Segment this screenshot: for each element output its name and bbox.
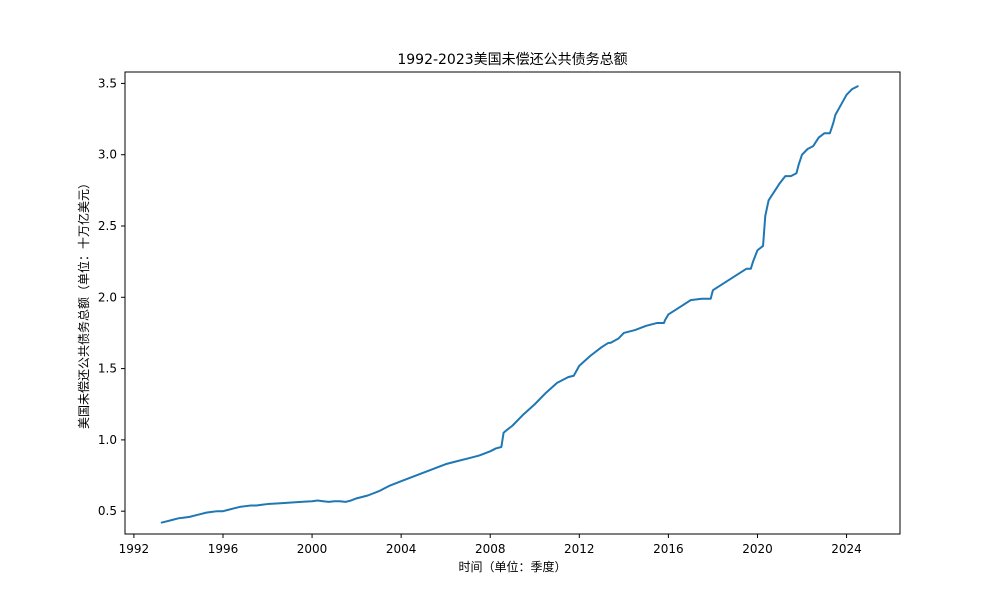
y-tick-label: 1.0 bbox=[98, 433, 117, 447]
x-tick-label: 2008 bbox=[475, 542, 506, 556]
x-tick-label: 2024 bbox=[831, 542, 862, 556]
x-tick-label: 1996 bbox=[208, 542, 239, 556]
x-axis-ticks: 1992 1996 2000 2004 2008 2012 2016 2020 2024 bbox=[119, 534, 862, 556]
y-tick-label: 1.5 bbox=[98, 362, 117, 376]
y-axis-label: 美国未偿还公共债务总额（单位：十万亿美元） bbox=[76, 177, 91, 429]
y-tick-label: 3.5 bbox=[98, 76, 117, 90]
y-tick-label: 3.0 bbox=[98, 148, 117, 162]
y-axis-ticks: 0.5 1.0 1.5 2.0 2.5 3.0 3.5 bbox=[98, 76, 125, 518]
x-axis-label: 时间（单位：季度） bbox=[458, 559, 566, 574]
series-line-debt bbox=[160, 85, 859, 524]
y-tick-label: 0.5 bbox=[98, 504, 117, 518]
plot-area-frame bbox=[124, 71, 901, 535]
x-tick-label: 2016 bbox=[653, 542, 684, 556]
x-tick-label: 2004 bbox=[386, 542, 417, 556]
y-tick-label: 2.5 bbox=[98, 219, 117, 233]
y-tick-label: 2.0 bbox=[98, 290, 117, 304]
x-tick-label: 2000 bbox=[297, 542, 328, 556]
x-tick-label: 2012 bbox=[564, 542, 595, 556]
chart-title: 1992-2023美国未偿还公共债务总额 bbox=[397, 52, 627, 68]
x-tick-label: 2020 bbox=[742, 542, 773, 556]
x-tick-label: 1992 bbox=[119, 542, 150, 556]
